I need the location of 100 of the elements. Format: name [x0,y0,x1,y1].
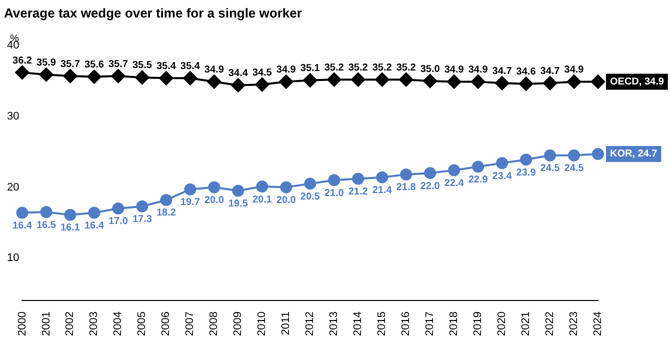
data-label: 35.5 [132,60,152,72]
annotation: OECD, 34.9 [610,76,664,88]
x-tick-label: 2015 [376,312,388,336]
data-label: 16.4 [12,220,32,232]
point [112,202,124,214]
data-label: 20.0 [204,194,224,206]
point [400,168,412,180]
point [375,72,390,87]
x-tick-label: 2008 [208,312,220,336]
point [183,71,198,86]
y-tick-label: 20 [6,181,20,194]
point [328,174,340,186]
x-tick-label: 2003 [88,312,100,336]
data-label: 35.2 [348,62,368,74]
point [424,167,436,180]
point [87,70,102,84]
point [472,160,484,173]
point [568,149,580,162]
data-label: 24.5 [540,163,560,174]
data-label: 18.2 [156,208,176,219]
x-tick-label: 2020 [496,312,508,336]
point [256,180,268,193]
data-label: 35.4 [156,60,176,72]
x-tick-label: 2011 [280,312,292,336]
x-tick-label: 2022 [544,312,556,336]
point [423,74,438,88]
point [63,69,78,84]
x-tick-label: 2001 [40,312,52,336]
data-label: 34.9 [564,64,584,76]
point [327,72,342,87]
point [232,184,244,197]
x-tick-label: 2013 [328,312,340,336]
point [544,149,556,162]
data-label: 35.2 [372,62,392,74]
data-label: 34.9 [276,64,296,76]
data-label: 35.2 [396,62,416,74]
point [519,76,534,91]
data-label: 35.2 [324,62,344,74]
point [399,72,414,87]
point [279,74,294,89]
data-label: 20.5 [300,191,320,202]
data-label: 35.1 [300,63,320,74]
data-label: 36.2 [12,55,32,66]
point [471,74,486,89]
x-tick-label: 2006 [160,312,172,336]
data-label: 21.2 [348,186,368,198]
point [376,171,388,184]
data-label: 23.4 [492,170,512,182]
data-label: 17.0 [108,216,128,228]
data-label: 35.4 [180,60,200,72]
point [208,181,220,194]
point [303,73,318,88]
y-tick-label: 30 [6,110,20,122]
data-label: 17.3 [132,214,152,226]
point [255,78,270,92]
data-label: 20.0 [276,194,296,206]
data-label: 34.7 [492,66,512,77]
x-tick-label: 2000 [16,312,28,336]
data-label: 22.9 [468,174,488,186]
point [520,154,532,166]
y-tick-label: 10 [6,252,20,264]
data-label: 16.1 [60,222,80,234]
data-label: 21.0 [324,188,344,199]
point [136,200,148,212]
data-label: 16.5 [36,220,56,231]
point [207,74,222,89]
point [567,74,582,89]
point [40,206,52,218]
point [135,70,150,84]
annotation: KOR, 24.7 [610,148,658,160]
data-label: 35.0 [420,64,440,75]
data-label: 35.7 [108,58,128,70]
x-tick-label: 2002 [64,312,76,336]
data-label: 35.6 [84,60,104,71]
point [231,78,246,92]
point [280,181,292,194]
data-label: 35.9 [36,57,56,68]
data-label: 21.8 [396,182,416,194]
x-tick-label: 2014 [352,312,364,336]
x-tick-label: 2009 [232,312,244,336]
point [447,74,462,89]
point [591,74,605,89]
x-tick-label: 2010 [256,312,268,336]
point [352,172,364,185]
x-tick-label: 2021 [520,312,532,336]
x-tick-label: 2024 [592,312,604,336]
point [88,206,100,219]
point [351,72,366,87]
data-label: 35.7 [60,58,80,70]
point [448,164,460,176]
x-tick-label: 2017 [424,312,436,336]
data-label: 19.5 [228,198,248,210]
data-label: 24.5 [564,163,584,174]
data-label: 23.9 [516,167,536,178]
point [159,71,174,86]
x-tick-label: 2016 [400,312,412,336]
data-label: 34.7 [540,66,560,77]
x-tick-label: 2007 [184,312,196,336]
x-tick-label: 2023 [568,312,580,336]
x-tick-label: 2005 [136,312,148,336]
